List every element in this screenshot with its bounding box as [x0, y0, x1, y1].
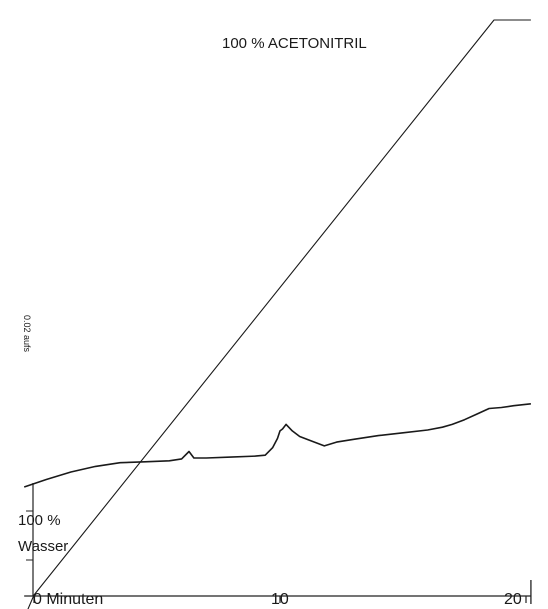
- gradient-top-label: 100 % ACETONITRIL: [222, 35, 367, 52]
- x-tick-label-10: 10: [271, 591, 289, 608]
- gradient-bottom-label-water: Wasser: [18, 538, 68, 555]
- gradient-bottom-label-percent: 100 %: [18, 512, 61, 529]
- gradient-line: [27, 19, 531, 609]
- axes-layer: [24, 483, 532, 604]
- x-tick-label-20: 20: [504, 591, 522, 608]
- series-layer: [23, 19, 531, 609]
- absorbance-scale-label: 0.02 aufs: [22, 315, 32, 353]
- x-tick-label-0: 0 Minuten: [33, 591, 103, 608]
- detector-trace-line: [23, 403, 531, 488]
